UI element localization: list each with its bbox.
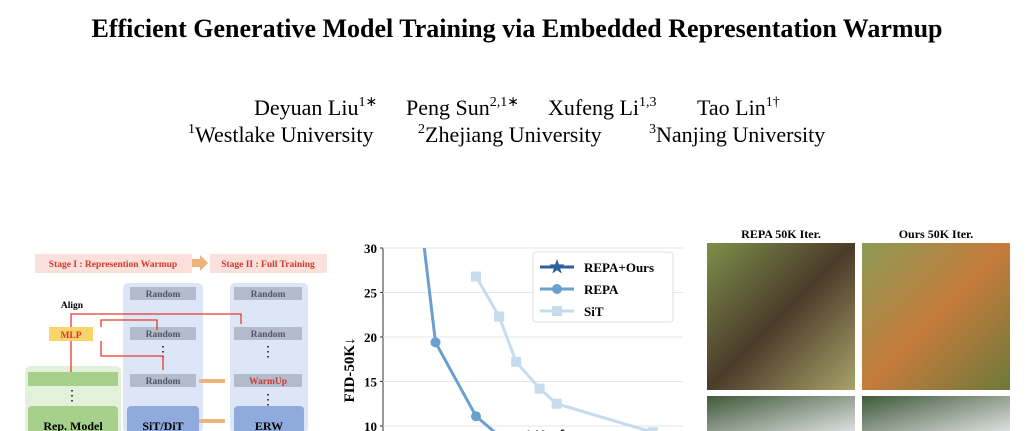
legend-label: REPA+Ours	[584, 260, 654, 275]
affiliation-mark: 2	[418, 122, 425, 137]
block-label: MLP	[60, 331, 81, 341]
author-mark: 1†	[766, 95, 780, 110]
photo	[707, 243, 855, 390]
point	[534, 383, 545, 394]
point	[471, 271, 481, 282]
layer-label: Random	[146, 330, 181, 340]
affiliation: 3Nanjing University	[649, 122, 825, 147]
author-mark: 2,1∗	[490, 95, 519, 110]
dots: ⋮	[261, 345, 275, 360]
author-name: Peng Sun	[406, 95, 490, 120]
author-name: Xufeng Li	[548, 95, 639, 120]
legend-box	[532, 251, 674, 323]
stage-label: Stage II : Full Training	[221, 260, 315, 270]
annotation: 140× faster	[524, 428, 596, 431]
y-tick-label: 10	[364, 419, 377, 431]
author-mark: 1∗	[358, 95, 377, 110]
dots: ⋮	[65, 389, 79, 404]
layer	[234, 374, 302, 387]
stage-box	[210, 254, 327, 273]
arrow	[199, 379, 225, 423]
layer	[130, 287, 196, 300]
author-name: Deyuan Liu	[254, 95, 358, 120]
affiliation: 2Zhejiang University	[418, 122, 602, 147]
point	[552, 284, 562, 294]
photo	[862, 396, 1010, 431]
affiliation-mark: 3	[649, 122, 656, 137]
point	[551, 398, 562, 409]
affiliation-mark: 1	[188, 122, 195, 137]
y-tick-label: 30	[364, 241, 377, 256]
photo	[707, 396, 855, 431]
stage-label: Stage I : Represention Warmup	[49, 260, 177, 270]
authors: Deyuan Liu1∗ Peng Sun2,1∗ Xufeng Li1,3 T…	[188, 95, 825, 147]
point	[471, 411, 481, 422]
legend: REPA+Ours REPA SiT	[532, 251, 674, 323]
point	[647, 427, 658, 431]
block	[49, 327, 93, 341]
affiliation-name: Zhejiang University	[425, 122, 602, 147]
author: Deyuan Liu1∗	[254, 95, 377, 120]
affiliation-name: Nanjing University	[656, 122, 825, 147]
block-label: SiT/DiT	[142, 419, 183, 431]
block-label: Rep. Model	[43, 419, 103, 431]
legend-label: SiT	[584, 304, 604, 319]
layer-label: Random	[251, 330, 286, 340]
layer-label: Random	[251, 290, 286, 300]
author-name: Tao Lin	[697, 95, 766, 120]
plot-area	[414, 199, 658, 431]
connector	[70, 313, 242, 372]
image-title: REPA 50K Iter.	[741, 227, 821, 241]
paper-title: Efficient Generative Model Training via …	[91, 14, 942, 43]
layer	[234, 287, 302, 300]
samples: REPA 50K Iter. Ours 50K Iter.	[707, 227, 1010, 431]
y-tick-label: 15	[364, 375, 378, 390]
y-tick-label: 20	[364, 330, 377, 345]
point	[552, 306, 562, 316]
series-line	[474, 275, 654, 431]
author: Tao Lin1†	[697, 95, 780, 120]
y-axis-label: FID-50K↓	[342, 338, 358, 403]
align-label: Align	[61, 301, 84, 311]
block	[28, 406, 118, 431]
layer	[130, 374, 196, 387]
y-tick-label: 25	[364, 286, 378, 301]
layer	[28, 372, 118, 386]
block	[234, 406, 304, 431]
layer-label: WarmUp	[249, 377, 287, 387]
chart: FID-50K↓ 140× faster 10 15 20 25 30 REPA+Ours…	[342, 199, 683, 431]
point	[414, 199, 424, 209]
legend-label: REPA	[584, 282, 619, 297]
photo	[862, 243, 1010, 390]
block-label: ERW	[255, 419, 283, 431]
layer-label: Random	[146, 377, 181, 387]
point	[430, 337, 441, 348]
author: Peng Sun2,1∗	[406, 95, 519, 120]
affiliation-name: Westlake University	[195, 122, 373, 147]
method-diagram: Stage I : Represention Warmup Stage II :…	[25, 254, 327, 431]
layer-label: Random	[146, 290, 181, 300]
author: Xufeng Li1,3	[548, 95, 657, 120]
author-mark: 1,3	[639, 95, 657, 110]
layer	[234, 327, 302, 340]
point	[494, 311, 505, 322]
panel	[230, 283, 308, 431]
block	[127, 406, 199, 431]
series-line	[422, 248, 496, 431]
stage-box	[35, 254, 192, 273]
affiliation: 1Westlake University	[188, 122, 373, 147]
point	[511, 356, 522, 367]
layer	[130, 327, 196, 340]
image-title: Ours 50K Iter.	[899, 227, 974, 241]
arrow	[192, 255, 208, 271]
point	[549, 259, 565, 274]
dots: ⋮	[261, 393, 275, 408]
